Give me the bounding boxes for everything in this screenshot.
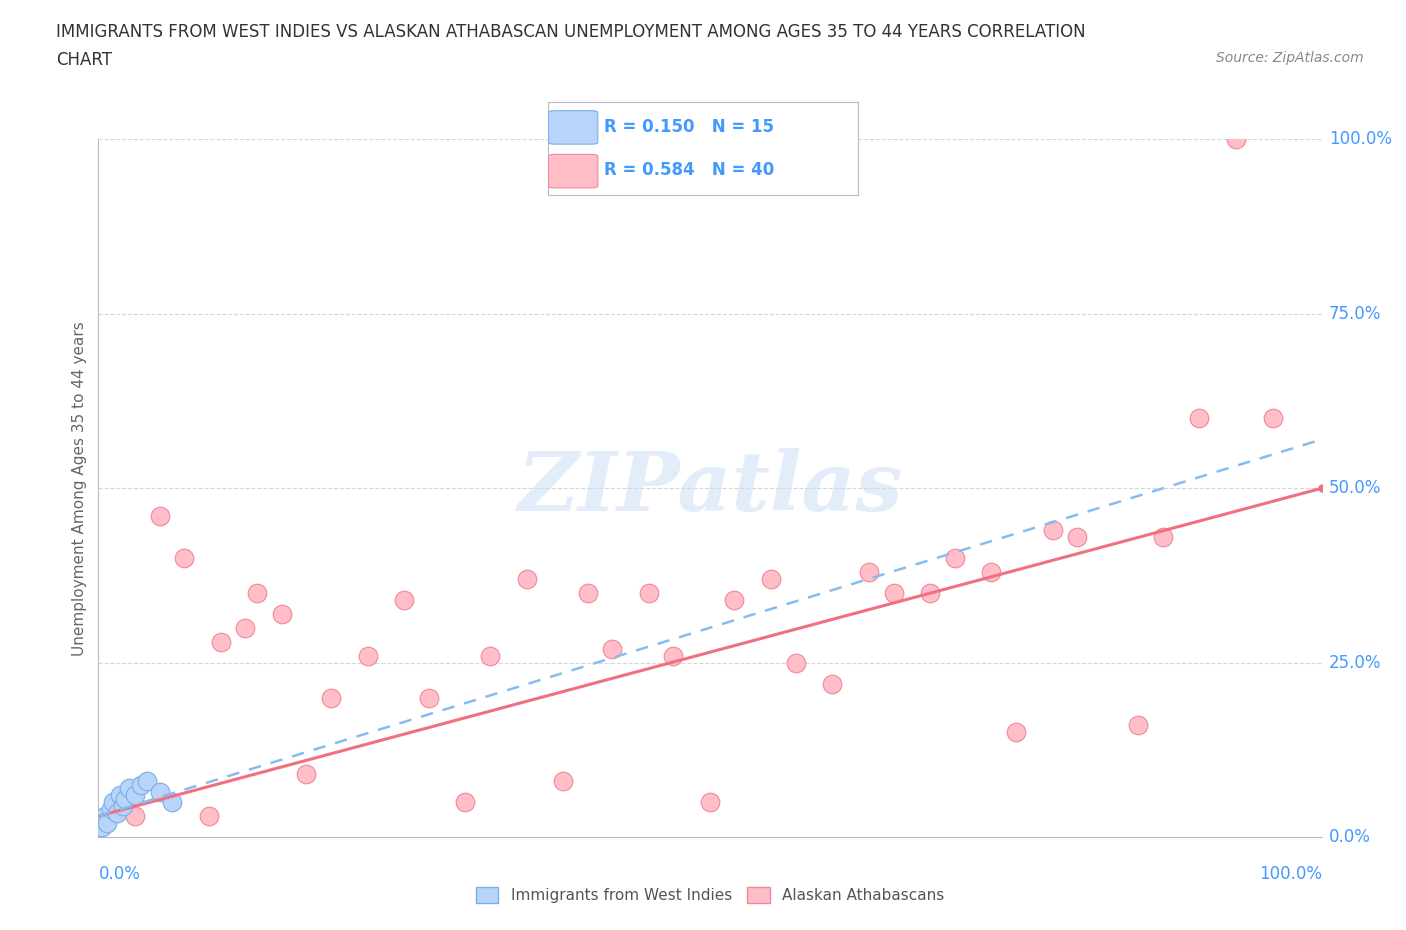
Point (96, 816, 118, 830)
Point (246, 586, 269, 601)
Point (1128, 718, 1150, 733)
Point (209, 634, 232, 649)
Point (821, 676, 844, 691)
Point (1152, 530, 1174, 545)
Text: 75.0%: 75.0% (1329, 305, 1381, 323)
Legend: Immigrants from West Indies, Alaskan Athabascans: Immigrants from West Indies, Alaskan Ath… (470, 882, 950, 910)
Text: 0.0%: 0.0% (98, 865, 141, 883)
Point (149, 509, 172, 524)
Text: 100.0%: 100.0% (1329, 130, 1392, 149)
Text: R = 0.150   N = 15: R = 0.150 N = 15 (605, 118, 775, 137)
FancyBboxPatch shape (548, 154, 598, 188)
Point (124, 809, 146, 824)
Text: ZIPatlas: ZIPatlas (517, 448, 903, 528)
Point (105, 805, 128, 820)
Point (553, 774, 575, 789)
Point (295, 766, 318, 781)
Point (723, 592, 745, 607)
Point (761, 571, 783, 587)
Point (91, 819, 114, 834)
Point (111, 794, 134, 809)
Point (785, 655, 807, 670)
Point (699, 794, 721, 809)
Text: 25.0%: 25.0% (1329, 654, 1381, 671)
Point (136, 774, 159, 789)
Point (319, 690, 342, 705)
Point (943, 551, 966, 565)
Point (114, 791, 136, 806)
Point (101, 794, 124, 809)
Point (160, 794, 183, 809)
Point (118, 781, 141, 796)
Point (270, 606, 294, 621)
Point (637, 586, 661, 601)
Point (110, 788, 132, 803)
Text: 100.0%: 100.0% (1258, 865, 1322, 883)
Point (600, 642, 623, 657)
FancyBboxPatch shape (548, 111, 598, 144)
Text: Source: ZipAtlas.com: Source: ZipAtlas.com (1216, 51, 1364, 65)
Point (858, 565, 880, 579)
Point (454, 794, 477, 809)
Point (418, 690, 440, 705)
Point (980, 565, 1002, 579)
Point (576, 586, 599, 601)
Point (111, 798, 134, 813)
Point (129, 777, 152, 792)
Point (662, 648, 685, 663)
Point (1188, 411, 1211, 426)
Point (100, 802, 122, 817)
Point (233, 620, 256, 635)
Point (392, 592, 416, 607)
Point (920, 586, 942, 601)
Point (173, 551, 195, 565)
Point (1066, 530, 1088, 545)
Point (149, 784, 172, 799)
Text: 0.0%: 0.0% (1329, 828, 1371, 846)
Point (1225, 132, 1247, 147)
Y-axis label: Unemployment Among Ages 35 to 44 years: Unemployment Among Ages 35 to 44 years (72, 321, 87, 656)
Point (356, 648, 378, 663)
Point (124, 788, 146, 803)
Point (883, 586, 905, 601)
Point (516, 571, 538, 587)
Text: CHART: CHART (56, 51, 112, 69)
Point (1261, 411, 1284, 426)
Point (1004, 725, 1026, 740)
Point (478, 648, 501, 663)
Point (197, 809, 219, 824)
Text: IMMIGRANTS FROM WEST INDIES VS ALASKAN ATHABASCAN UNEMPLOYMENT AMONG AGES 35 TO : IMMIGRANTS FROM WEST INDIES VS ALASKAN A… (56, 23, 1085, 41)
Point (93, 809, 115, 824)
Text: 50.0%: 50.0% (1329, 479, 1381, 498)
Text: R = 0.584   N = 40: R = 0.584 N = 40 (605, 161, 775, 179)
Point (1042, 523, 1064, 538)
